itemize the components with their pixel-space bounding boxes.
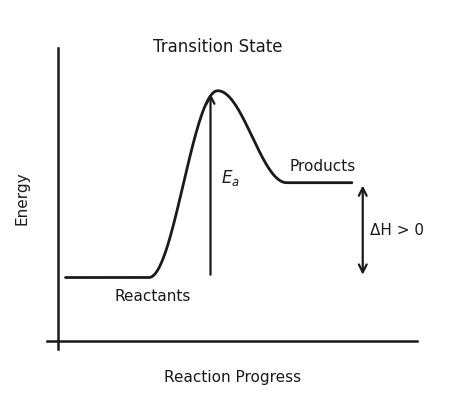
Text: Reactants: Reactants — [114, 289, 191, 304]
Text: Products: Products — [290, 159, 356, 174]
Text: Transition State: Transition State — [153, 38, 283, 56]
Text: E$_a$: E$_a$ — [221, 168, 240, 189]
Text: Energy: Energy — [14, 172, 29, 225]
Text: Reaction Progress: Reaction Progress — [164, 370, 301, 385]
Text: ΔH > 0: ΔH > 0 — [370, 223, 424, 238]
